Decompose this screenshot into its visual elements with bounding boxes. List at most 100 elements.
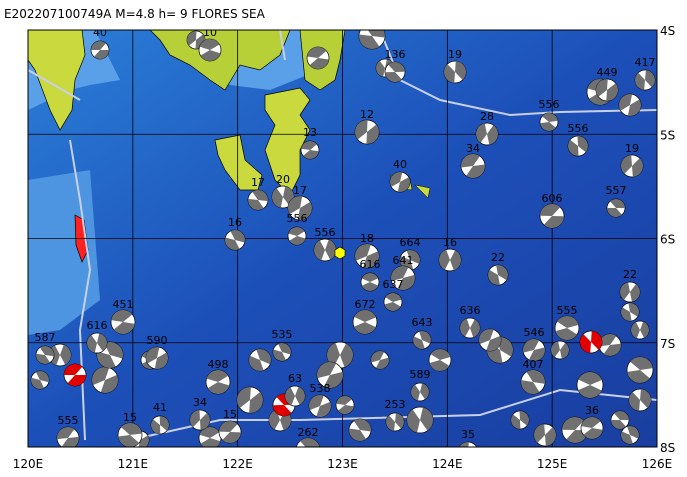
beachball-quadrant [628,303,639,317]
depth-label: 616 [87,319,108,332]
beachball-quadrant [111,310,133,322]
beachball-quadrant [301,141,317,150]
beachball-quadrant [154,352,168,369]
lat-label: 4S [660,24,675,38]
plate-boundary [28,30,657,441]
beachball-quadrant [497,337,513,357]
beachball-quadrant [419,331,432,344]
lon-label: 122E [222,457,253,471]
depth-label: 664 [400,236,421,249]
beachball-quadrant [640,389,652,409]
beachball-quadrant [199,39,220,50]
beachball-quadrant [200,412,211,430]
beachball-quadrant [560,342,569,359]
beachball-quadrant [39,346,54,357]
beachball-quadrant [420,407,433,431]
beachball-quadrant [363,251,379,268]
depth-label: 15 [123,411,137,424]
beachball-quadrant [621,155,632,174]
beachball-quadrant [630,357,653,370]
beachball-quadrant [104,341,123,359]
beachball-quadrant [61,436,79,447]
beachball-quadrant [545,427,556,446]
depth-label: 498 [208,358,229,371]
beachball-quadrant [459,442,469,447]
beachball-quadrant [272,188,283,208]
beachball-quadrant [219,421,238,432]
depth-label: 16 [228,216,242,229]
beachball-quadrant [151,419,161,434]
beachball-quadrant [60,344,71,365]
depth-label: 19 [625,142,639,155]
beachball-quadrant [289,236,306,245]
lat-label: 6S [660,233,675,247]
beachball-quadrant [367,30,385,38]
beachball-quadrant [35,370,50,383]
depth-label: 546 [524,326,545,339]
depth-label: 557 [606,184,627,197]
beachball-quadrant [36,353,51,364]
depth-label: 28 [480,110,494,123]
beachball-quadrant [562,417,584,430]
beachball-quadrant [621,307,632,321]
beachball-quadrant [496,265,508,281]
beachball-quadrant [354,310,377,322]
beachball-quadrant [470,319,480,338]
beachball-quadrant [327,342,340,367]
beachball-quadrant [577,136,588,153]
beachball-quadrant [542,113,558,122]
beachball-quadrant [611,420,627,430]
beachball-quadrant [222,432,241,444]
beachball-quadrant [273,405,292,417]
depth-label: 19 [448,48,462,61]
beachball-quadrant [599,334,617,347]
beachball-quadrant [460,318,470,337]
depth-label: 22 [623,268,637,281]
beachball-quadrant [296,450,316,462]
beachball-quadrant [581,416,601,428]
beachball-quadrant [138,435,149,447]
beachball-quadrant [57,427,75,440]
beachball-quadrant [555,328,578,340]
beachball-quadrant [528,347,546,361]
beachball-quadrant [543,216,564,228]
depth-label: 555 [58,414,79,427]
depth-label: 587 [35,331,56,344]
depth-label: 15 [223,408,237,421]
beachball-quadrant [288,196,303,215]
beachball-quadrant [207,382,230,394]
beachball-quadrant [67,375,86,387]
beachball-quadrant [390,172,403,187]
beachball-quadrant [200,438,221,447]
beachball-quadrant [591,331,602,350]
beachball-quadrant [336,396,352,405]
depth-label: 136 [385,48,406,61]
beachball-quadrant [406,250,420,264]
depth-label: 20 [276,173,290,186]
beachball-quadrant [190,410,200,428]
beachball-quadrant [252,190,268,202]
epicenter [334,246,346,260]
beachball-quadrant [338,405,354,414]
lon-label: 123E [327,457,358,471]
beachball-quadrant [303,150,319,159]
beachball-quadrant [325,239,337,260]
beachball-quadrant [30,377,45,390]
beachball-quadrant [439,249,450,270]
depth-label: 556 [568,122,589,135]
depth-label: 40 [93,26,107,39]
beachball-quadrant [619,93,633,111]
beachball-quadrant [248,198,264,210]
graticule [28,30,657,447]
depth-label: 556 [315,226,336,239]
beachball-quadrant [620,282,630,300]
axis-labels: 120E 121E 122E 123E 124E 125E 126E 4S 5S 6S 7S 8S [13,24,676,471]
beachball-quadrant [384,302,401,311]
depth-label: 535 [272,328,293,341]
beachball-quadrant [568,139,579,156]
beachball-quadrant [613,411,629,420]
beachball-quadrant [540,203,561,216]
beachball-quadrant [146,347,160,364]
